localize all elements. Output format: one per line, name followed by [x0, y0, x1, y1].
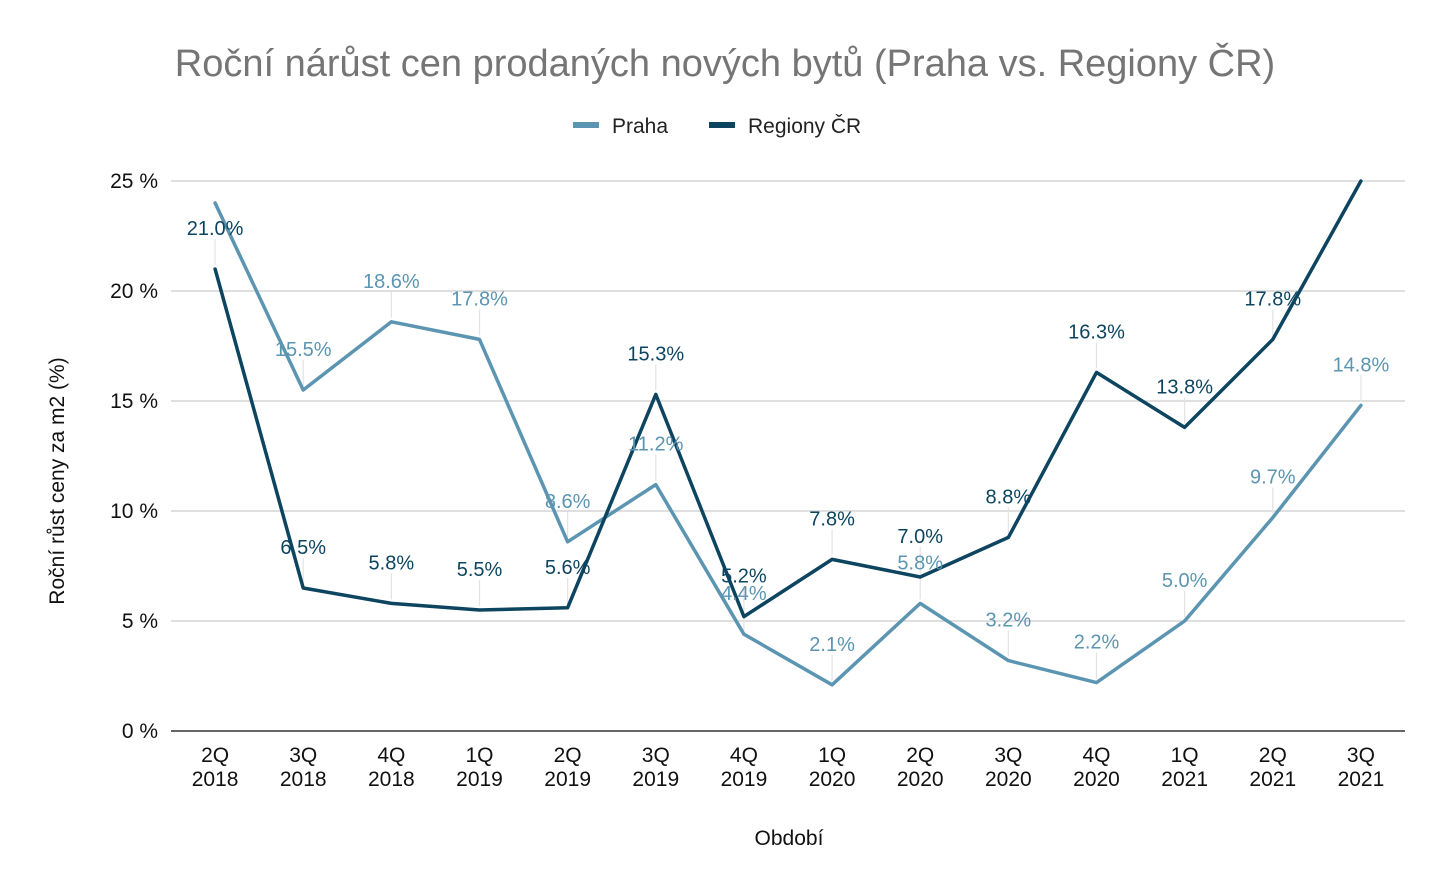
series-praha: [213, 201, 1363, 687]
data-label-regiony: 13.8%: [1156, 376, 1213, 398]
y-tick-label: 15 %: [110, 390, 158, 413]
data-label-regiony: 7.8%: [809, 508, 855, 530]
data-label-regiony: 16.3%: [1068, 321, 1125, 343]
legend-label-praha: Praha: [612, 115, 668, 138]
x-tick-label-year: 2021: [1249, 768, 1296, 791]
data-label-praha: 5.0%: [1162, 570, 1208, 592]
x-tick-label: 1Q: [465, 744, 493, 767]
y-tick-label: 5 %: [122, 610, 158, 633]
gridlines: [171, 180, 1405, 622]
legend-item-praha[interactable]: Praha: [573, 115, 668, 138]
data-label-regiony: 6.5%: [280, 537, 326, 559]
data-label-praha: 18.6%: [363, 271, 420, 293]
x-tick-label-year: 2018: [280, 768, 327, 791]
data-label-regiony: 17.8%: [1244, 288, 1301, 310]
data-label-regiony: 21.0%: [187, 218, 244, 240]
x-tick-label: 2Q: [201, 744, 229, 767]
data-label-praha: 15.5%: [275, 339, 332, 361]
data-label-praha: 5.8%: [897, 552, 943, 574]
x-tick-label-year: 2021: [1161, 768, 1208, 791]
data-label-praha: 3.2%: [986, 610, 1032, 632]
x-tick-label-year: 2020: [897, 768, 944, 791]
y-axis-ticks: 0 % 5 % 10 % 15 % 20 % 25 %: [110, 170, 158, 743]
legend: Praha Regiony ČR: [573, 115, 861, 138]
data-label-praha: 4.4%: [721, 583, 767, 605]
data-label-praha: 2.2%: [1074, 632, 1120, 654]
data-label-regiony: 5.8%: [369, 552, 415, 574]
x-axis-ticks: 2Q20183Q20184Q20181Q20192Q20193Q20194Q20…: [192, 744, 1385, 791]
x-tick-label: 3Q: [642, 744, 670, 767]
x-tick-label-year: 2021: [1338, 768, 1385, 791]
x-tick-label-year: 2018: [192, 768, 239, 791]
x-tick-label-year: 2020: [985, 768, 1032, 791]
x-tick-label: 2Q: [554, 744, 582, 767]
x-tick-label: 2Q: [1259, 744, 1287, 767]
data-label-regiony: 7.0%: [897, 526, 943, 548]
data-label-praha: 8.6%: [545, 491, 591, 513]
x-tick-label: 4Q: [377, 744, 405, 767]
x-tick-label: 4Q: [730, 744, 758, 767]
legend-item-regiony[interactable]: Regiony ČR: [709, 115, 861, 138]
data-label-praha: 2.1%: [809, 634, 855, 656]
y-tick-label: 0 %: [122, 720, 158, 743]
x-tick-label-year: 2020: [809, 768, 856, 791]
data-label-praha: 11.2%: [628, 434, 683, 456]
data-labels: 15.5% 18.6% 17.8% 8.6% 11.2% 4.4% 2.1% 5.8% 3.2%…: [187, 218, 1390, 656]
data-label-regiony: 5.6%: [545, 557, 591, 579]
data-label-praha: 17.8%: [451, 288, 508, 310]
data-label-regiony: 5.2%: [721, 566, 767, 588]
x-tick-label-year: 2019: [632, 768, 679, 791]
x-tick-label-year: 2019: [544, 768, 591, 791]
y-axis-title: Roční růst ceny za m2 (%): [46, 357, 69, 604]
x-tick-label: 3Q: [1347, 744, 1375, 767]
y-tick-label: 20 %: [110, 280, 158, 303]
x-tick-label: 1Q: [1171, 744, 1199, 767]
series-regiony: [213, 179, 1363, 619]
data-label-regiony: 5.5%: [457, 559, 503, 581]
x-tick-label: 2Q: [906, 744, 934, 767]
series-line-regiony[interactable]: [213, 179, 1363, 619]
data-label-praha: 14.8%: [1333, 354, 1390, 376]
x-tick-label: 1Q: [818, 744, 846, 767]
data-label-regiony: 8.8%: [986, 486, 1032, 508]
data-label-praha: 9.7%: [1250, 467, 1296, 489]
x-tick-label: 3Q: [994, 744, 1022, 767]
y-tick-label: 25 %: [110, 170, 158, 193]
x-tick-label: 4Q: [1082, 744, 1110, 767]
x-tick-label: 3Q: [289, 744, 317, 767]
data-label-regiony: 15.3%: [627, 343, 684, 365]
x-tick-label-year: 2020: [1073, 768, 1120, 791]
x-tick-label-year: 2018: [368, 768, 415, 791]
x-tick-label-year: 2019: [721, 768, 768, 791]
x-axis-title: Období: [755, 827, 824, 850]
legend-label-regiony: Regiony ČR: [748, 115, 861, 138]
chart-title: Roční nárůst cen prodaných nových bytů (…: [175, 41, 1275, 85]
x-tick-label-year: 2019: [456, 768, 503, 791]
series-line-praha[interactable]: [213, 201, 1363, 687]
y-tick-label: 10 %: [110, 500, 158, 523]
